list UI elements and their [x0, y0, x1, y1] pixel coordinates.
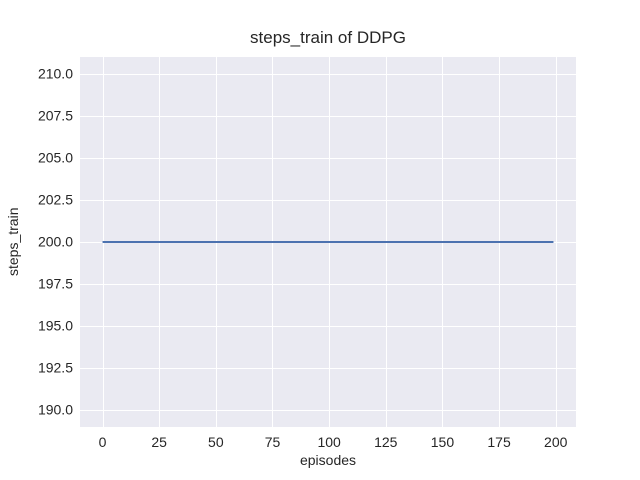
- x-tick-label: 100: [317, 434, 341, 450]
- y-tick-label: 192.5: [37, 359, 73, 376]
- x-tick-label: 125: [374, 434, 398, 450]
- y-tick-label: 205.0: [37, 149, 73, 166]
- x-tick-label: 175: [487, 434, 511, 450]
- plot-area: [80, 57, 576, 427]
- x-tick-label: 150: [430, 434, 455, 450]
- y-tick-label: 202.5: [37, 191, 73, 208]
- gridline-horizontal: [80, 73, 576, 75]
- gridline-horizontal: [80, 115, 576, 117]
- x-axis-label: episodes: [299, 452, 357, 468]
- gridline-horizontal: [80, 284, 576, 286]
- x-tick-label: 200: [544, 434, 568, 450]
- x-tick-label: 25: [151, 434, 167, 450]
- y-tick-label: 200.0: [37, 233, 73, 250]
- y-tick-label: 195.0: [37, 317, 73, 334]
- gridline-horizontal: [80, 410, 576, 412]
- y-tick-label: 210.0: [37, 65, 73, 82]
- y-tick-label: 197.5: [37, 275, 73, 292]
- y-tick-label: 207.5: [37, 107, 73, 124]
- x-tick-label: 75: [264, 434, 281, 450]
- gridline-horizontal: [80, 157, 576, 159]
- y-tick-label: 190.0: [37, 401, 73, 418]
- gridline-horizontal: [80, 368, 576, 370]
- gridline-horizontal: [80, 326, 576, 328]
- y-axis-label: steps_train: [5, 207, 21, 277]
- x-tick-label: 50: [208, 434, 224, 450]
- x-tick-label: 0: [98, 434, 107, 450]
- chart-title: steps_train of DDPG: [250, 28, 406, 47]
- gridline-horizontal: [80, 199, 576, 201]
